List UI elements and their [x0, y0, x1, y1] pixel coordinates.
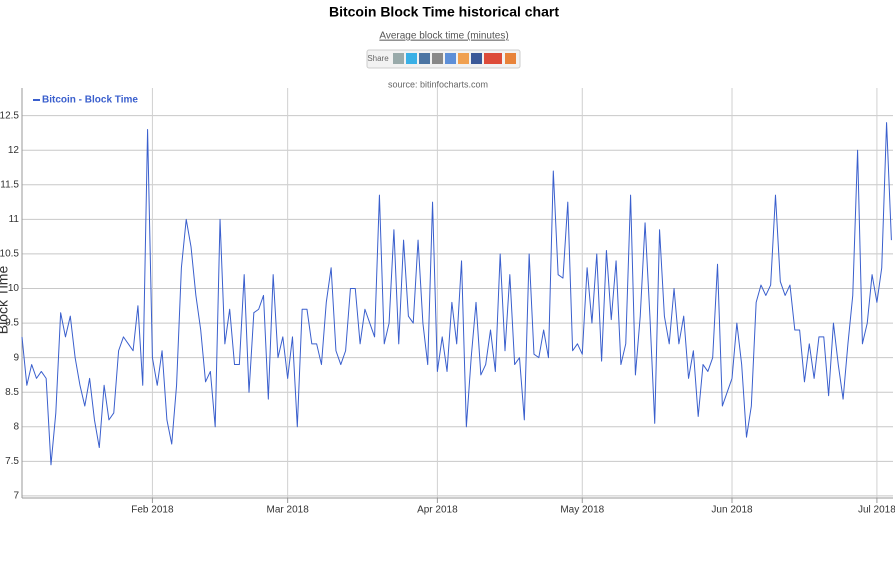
share-icon[interactable]	[419, 53, 430, 64]
chart-title: Bitcoin Block Time historical chart	[329, 4, 559, 20]
y-tick-label: 10	[8, 283, 20, 294]
share-icon[interactable]	[393, 53, 404, 64]
legend-label[interactable]: Bitcoin - Block Time	[42, 95, 138, 106]
y-tick-label: 12.5	[0, 110, 19, 121]
share-icon[interactable]	[406, 53, 417, 64]
y-tick-label: 7	[13, 491, 19, 502]
x-tick-label: Jun 2018	[711, 505, 753, 516]
y-tick-label: 11.5	[0, 179, 19, 190]
series-line	[21, 122, 892, 466]
x-tick-label: May 2018	[560, 505, 604, 516]
y-tick-label: 10.5	[0, 249, 19, 260]
share-icon[interactable]	[445, 53, 456, 64]
y-axis-label: Block Time	[0, 266, 11, 335]
x-tick-label: Apr 2018	[417, 505, 458, 516]
y-tick-label: 8.5	[5, 387, 19, 398]
share-bar: Share	[366, 49, 521, 69]
share-icon[interactable]	[484, 53, 502, 64]
x-tick-label: Feb 2018	[131, 505, 174, 516]
share-icon[interactable]	[432, 53, 443, 64]
share-icon[interactable]	[458, 53, 469, 64]
source: source: bitinfocharts.com	[388, 79, 488, 89]
legend: Bitcoin - Block Time	[33, 95, 138, 106]
chart-subtitle[interactable]: Average block time (minutes)	[379, 31, 508, 42]
x-tick-label: Jul 2018	[858, 505, 895, 516]
y-tick-label: 12	[8, 145, 20, 156]
x-tick-label: Mar 2018	[267, 505, 310, 516]
y-tick-label: 7.5	[5, 456, 19, 467]
y-tick-label: 9.5	[5, 318, 19, 329]
y-tick-label: 9	[13, 352, 19, 363]
share-label: Share	[367, 54, 389, 63]
share-icon[interactable]	[471, 53, 482, 64]
y-tick-label: 8	[13, 421, 19, 432]
y-tick-label: 11	[9, 214, 20, 225]
share-icon[interactable]	[505, 53, 516, 64]
